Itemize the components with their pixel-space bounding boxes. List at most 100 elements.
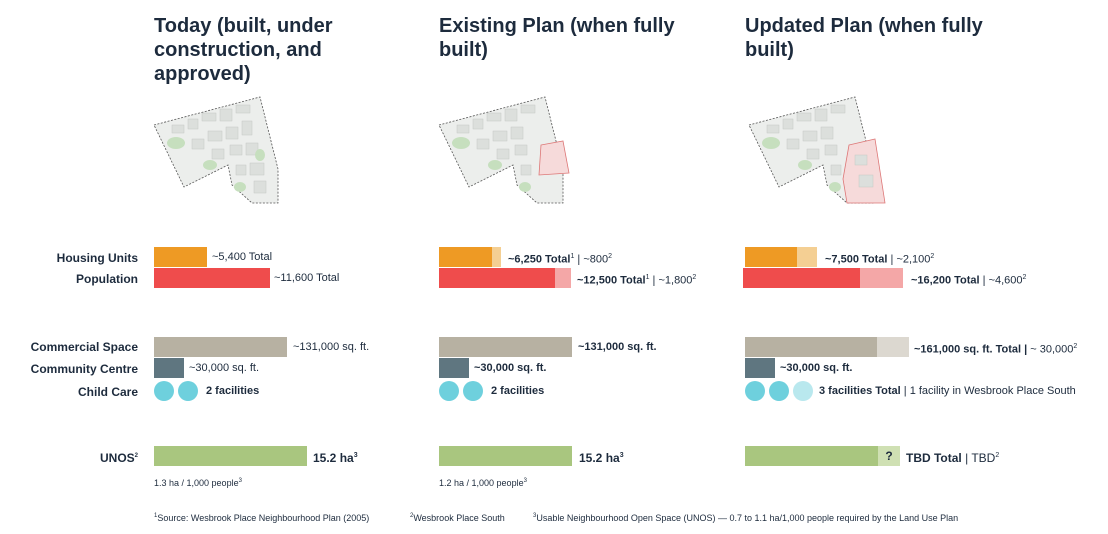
value-childcare-updated: 3 facilities Total | 1 facility in Wesbr… (819, 381, 1076, 401)
bar-housing-today (154, 247, 207, 267)
unos-ratio-text: 1.2 ha / 1,000 people (439, 478, 524, 488)
footnote-1-text: Source: Wesbrook Place Neighbourhood Pla… (157, 513, 370, 523)
childcare-dot (178, 381, 198, 401)
value-unos-today: 15.2 ha3 (313, 446, 358, 468)
bar-population-updated (743, 268, 860, 288)
neighbourhood-map-today (153, 96, 279, 204)
footnote-3-text: Usable Neighbourhood Open Space (UNOS) —… (536, 513, 959, 523)
neighbourhood-map-updated-plan (748, 96, 886, 204)
footnote-3-sup: 3 (533, 513, 537, 519)
unos-label-sup: 2 (134, 453, 138, 459)
sup2: 2 (995, 452, 1000, 459)
bar-unos-existing (439, 446, 572, 466)
value-commercial-updated: ~161,000 sq. ft. Total | ~ 30,0002 (914, 337, 1077, 360)
unos-value-sup: 3 (353, 452, 358, 459)
bar-commercial-today (154, 337, 287, 357)
unos-unknown-mark: ? (885, 449, 893, 463)
unos-ratio-sup: 3 (238, 478, 242, 484)
unos-ratio-existing: 1.2 ha / 1,000 people3 (439, 478, 527, 488)
bar-unos-updated-unknown (878, 446, 900, 466)
value-commercial-existing: ~131,000 sq. ft. (578, 341, 657, 353)
value-housing-updated: ~7,500 Total | ~2,1002 (825, 247, 934, 270)
bar-commercial-updated-additional (877, 337, 909, 357)
value-housing-existing: ~6,250 Total1 | ~8002 (508, 247, 612, 270)
column-title-updated-plan: Updated Plan (when fully built) (745, 15, 983, 61)
unos-ratio-text: 1.3 ha / 1,000 people (154, 478, 239, 488)
childcare-dot (769, 381, 789, 401)
row-label-community-centre: Community Centre (30, 362, 138, 376)
value-population-existing-bold: ~12,500 Total (577, 274, 646, 287)
bar-housing-existing-additional (492, 247, 501, 267)
footnote-2-text: Wesbrook Place South (413, 513, 505, 523)
footnote-3: 3Usable Neighbourhood Open Space (UNOS) … (533, 513, 958, 523)
childcare-dot (439, 381, 459, 401)
value-commercial-today: ~131,000 sq. ft. (293, 341, 370, 353)
bar-housing-existing (439, 247, 492, 267)
column-title-today: Today (built, under construction, and app… (154, 15, 333, 85)
childcare-dot-additional (793, 381, 813, 401)
value-commercial-updated-bold: ~161,000 sq. ft. Total | (914, 343, 1028, 356)
footnote-1-sup: 1 (154, 513, 158, 519)
value-housing-updated-bold: ~7,500 Total (825, 253, 888, 266)
bar-community-today (154, 358, 184, 378)
bar-community-existing (439, 358, 469, 378)
value-childcare-updated-bold: 3 facilities Total (819, 385, 901, 397)
sup2: 2 (692, 274, 697, 281)
childcare-dot (745, 381, 765, 401)
column-title-existing-plan: Existing Plan (when fully built) (439, 15, 675, 61)
childcare-dot (463, 381, 483, 401)
row-label-commercial-space: Commercial Space (30, 340, 138, 354)
sup2: 2 (608, 253, 613, 260)
row-label-housing-units: Housing Units (56, 251, 138, 265)
sup2: 2 (1022, 274, 1027, 281)
unos-value-text: 15.2 ha (579, 451, 620, 465)
value-unos-updated-bold: TBD Total (906, 451, 962, 465)
bar-population-today (154, 268, 270, 288)
neighbourhood-map-existing-plan (438, 96, 570, 204)
value-housing-existing-bold: ~6,250 Total (508, 253, 571, 266)
row-label-population: Population (76, 272, 138, 286)
bar-population-existing (439, 268, 555, 288)
bar-community-updated (745, 358, 775, 378)
value-population-existing-rest: | ~1,800 (649, 274, 693, 287)
bar-unos-today (154, 446, 307, 466)
value-childcare-updated-rest: | 1 facility in Wesbrook Place South (900, 385, 1076, 397)
row-label-unos: UNOS2 (100, 451, 138, 465)
value-commercial-updated-rest: ~ 30,000 (1027, 343, 1074, 356)
value-community-updated: ~30,000 sq. ft. (780, 362, 853, 374)
bar-commercial-existing (439, 337, 572, 357)
unos-value-sup: 3 (619, 452, 624, 459)
unos-label-text: UNOS (99, 451, 135, 465)
footnote-1: 1Source: Wesbrook Place Neighbourhood Pl… (154, 513, 369, 523)
row-label-child-care: Child Care (77, 385, 138, 399)
value-unos-existing: 15.2 ha3 (579, 446, 624, 468)
value-unos-updated-rest: | TBD (961, 451, 996, 465)
value-housing-today: ~5,400 Total (212, 251, 273, 263)
value-population-updated: ~16,200 Total | ~4,6002 (911, 268, 1026, 291)
value-unos-updated: TBD Total | TBD2 (906, 446, 999, 468)
bar-population-updated-additional (860, 268, 903, 288)
value-population-updated-rest: | ~4,600 (979, 274, 1023, 287)
value-population-today: ~11,600 Total (274, 272, 340, 284)
value-population-existing: ~12,500 Total1 | ~1,8002 (577, 268, 696, 291)
sup2: 2 (930, 253, 935, 260)
value-housing-existing-rest: | ~800 (574, 253, 609, 266)
value-childcare-existing: 2 facilities (491, 385, 545, 397)
value-housing-updated-rest: | ~2,100 (887, 253, 931, 266)
bar-unos-updated (745, 446, 878, 466)
value-childcare-today: 2 facilities (206, 385, 260, 397)
sup1: 1 (570, 253, 575, 260)
value-community-existing: ~30,000 sq. ft. (474, 362, 547, 374)
value-population-updated-bold: ~16,200 Total (911, 274, 980, 287)
unos-ratio-sup: 3 (523, 478, 527, 484)
unos-value-text: 15.2 ha (313, 451, 354, 465)
sup1: 1 (645, 274, 650, 281)
bar-housing-updated (745, 247, 797, 267)
footnote-2: 2Wesbrook Place South (410, 513, 505, 523)
sup2: 2 (1073, 343, 1078, 350)
value-community-today: ~30,000 sq. ft. (189, 362, 260, 374)
unos-ratio-today: 1.3 ha / 1,000 people3 (154, 478, 242, 488)
footnote-2-sup: 2 (410, 513, 414, 519)
bar-population-existing-additional (555, 268, 571, 288)
bar-commercial-updated (745, 337, 877, 357)
